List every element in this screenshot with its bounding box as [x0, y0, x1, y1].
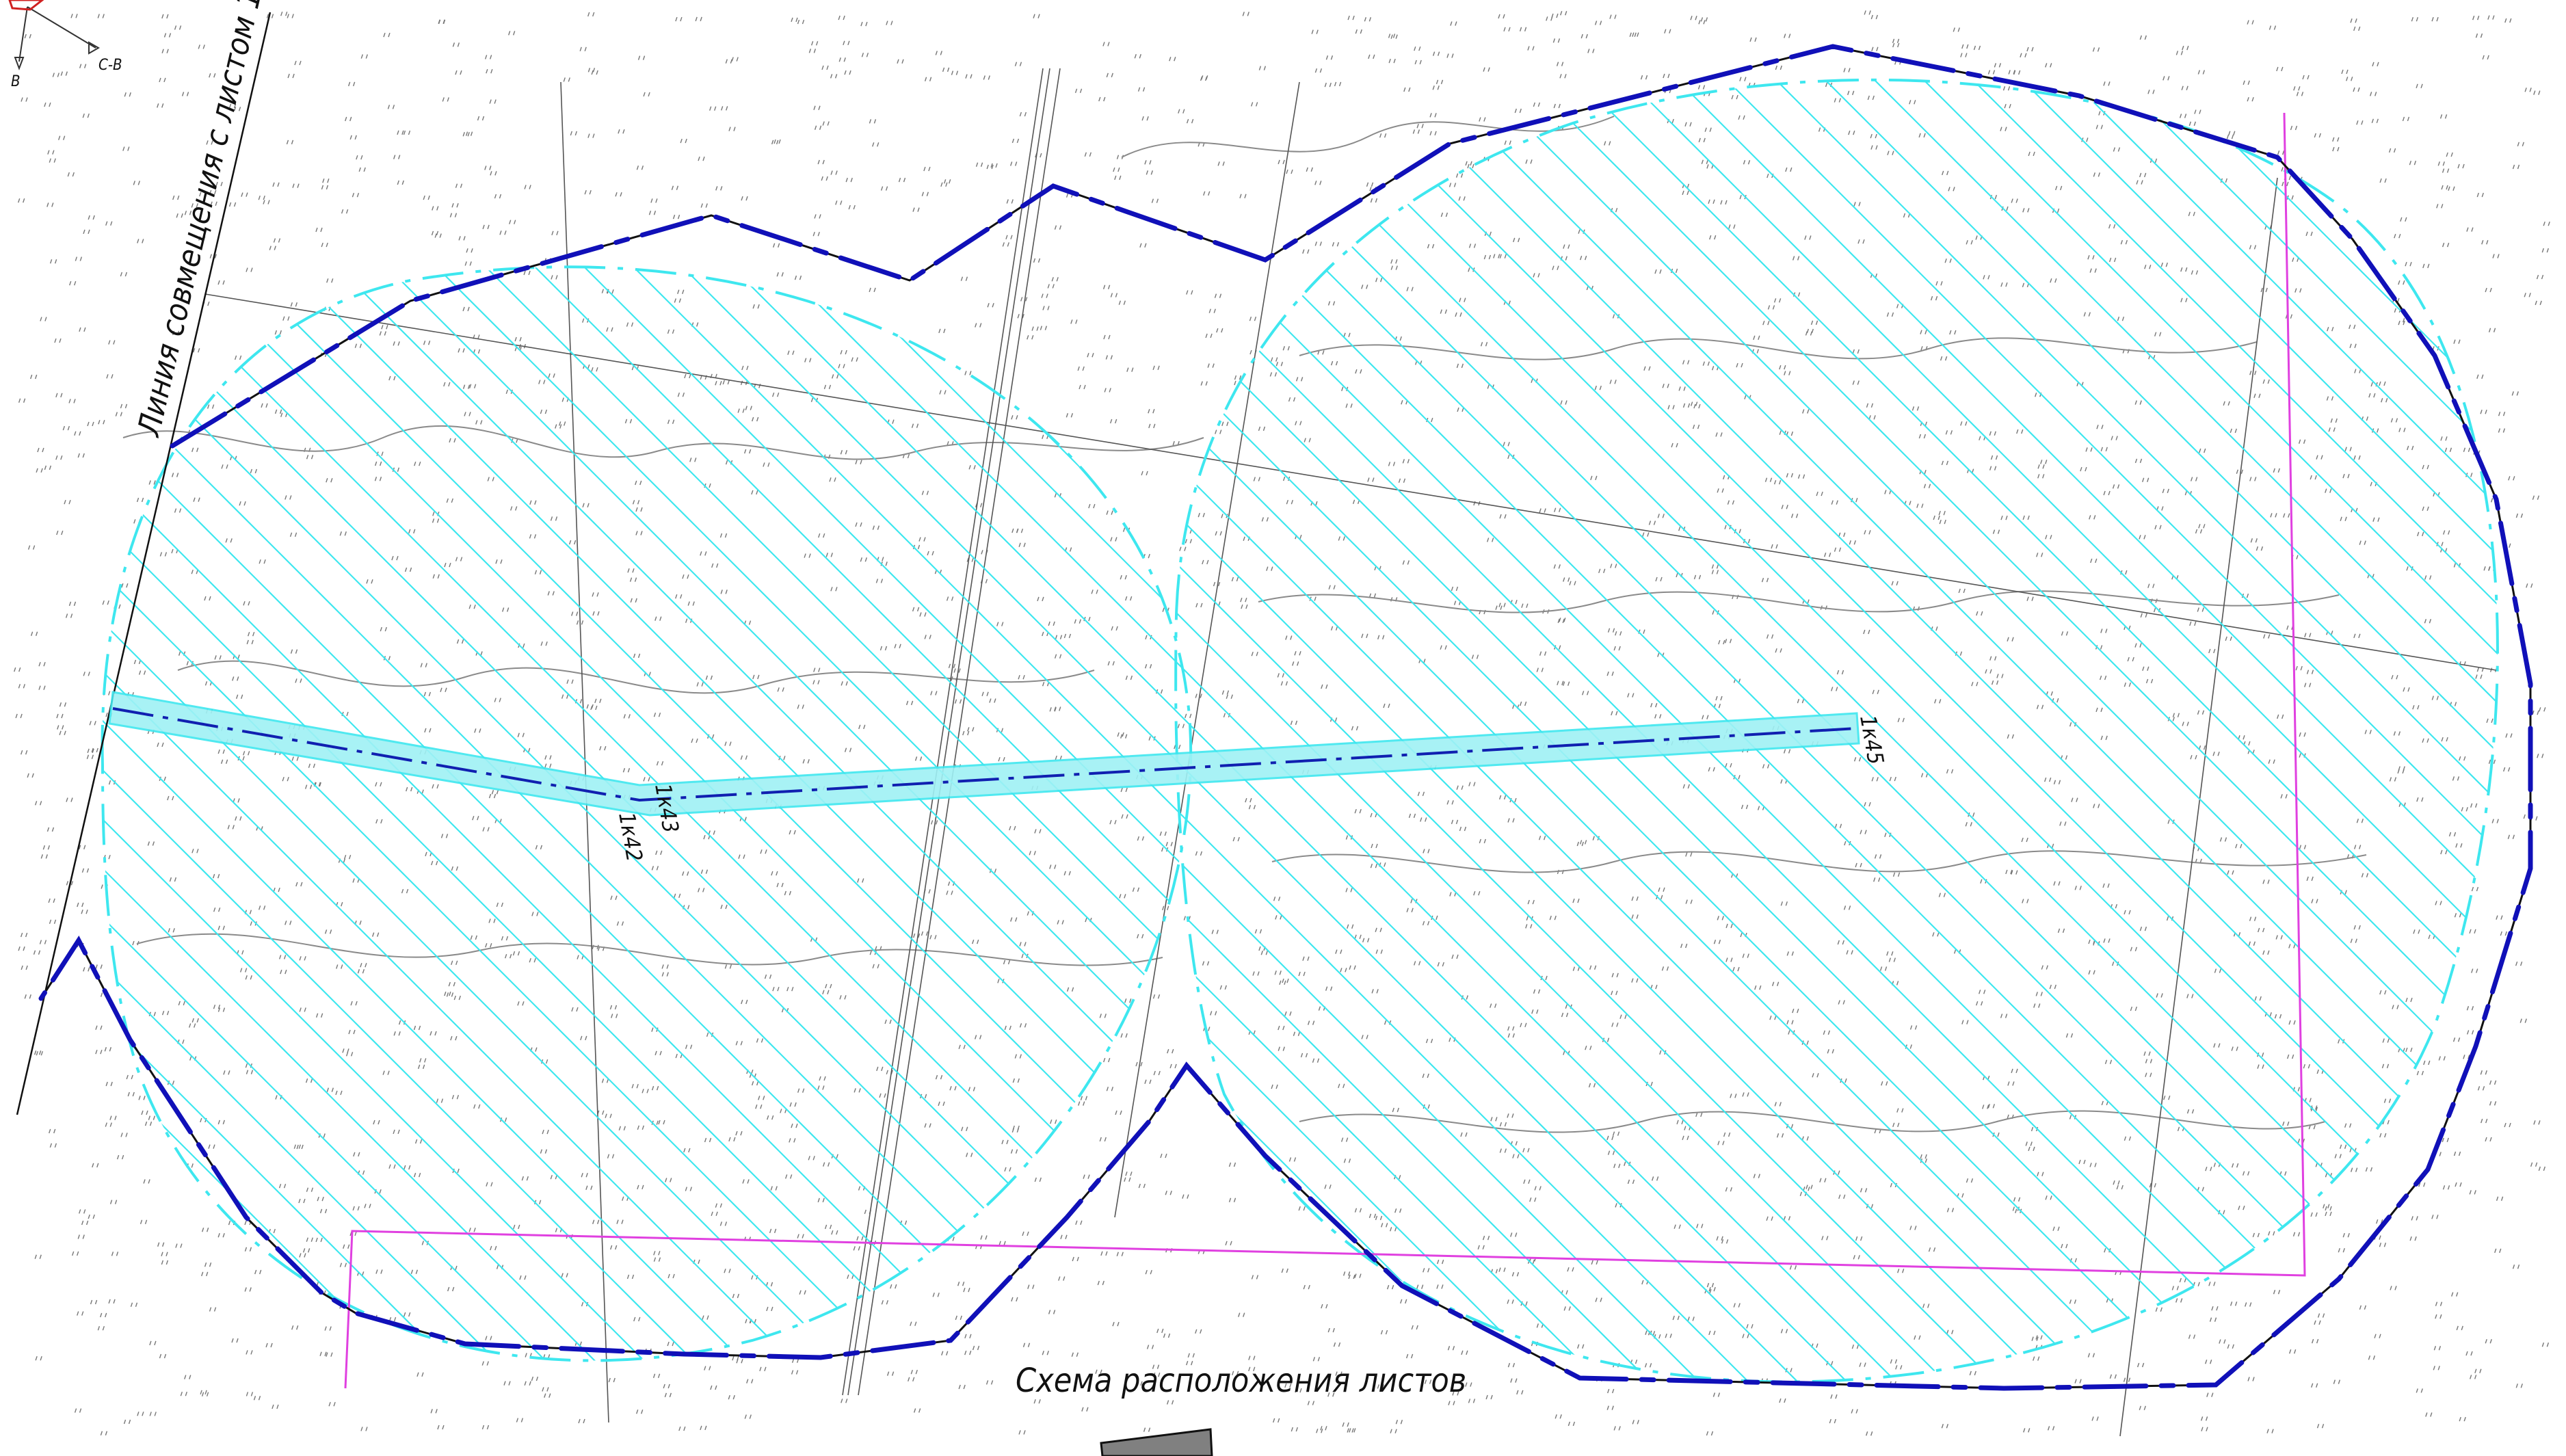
sheet-combination-line-label: Линия совмещения с листом 1.1 — [130, 0, 275, 440]
compass-label-east: В — [11, 73, 21, 90]
project-boundary[interactable] — [38, 44, 2533, 1391]
compass-rose-icon: В С-В — [8, 0, 122, 90]
roads-and-tracks — [204, 68, 2497, 1437]
compass-label-northeast: С-В — [98, 57, 122, 74]
pipeline-corridor[interactable] — [108, 691, 1860, 817]
sheet-index-tile[interactable] — [1100, 1428, 1213, 1456]
sheet-combination-line — [16, 12, 272, 1115]
terrain-vegetation-symbols — [14, 10, 2550, 1436]
sheet-layout-caption: Схема расположения листов — [1016, 1362, 1466, 1400]
